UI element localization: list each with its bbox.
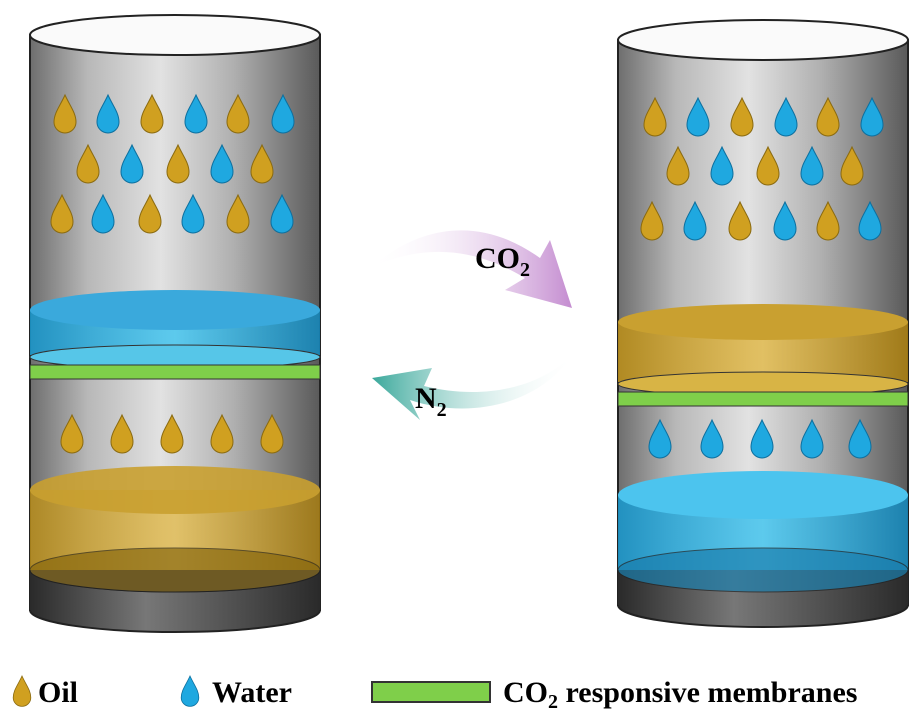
oil-drop: [140, 93, 164, 134]
membrane-icon: [371, 681, 491, 703]
legend: Oil Water CO2 responsive membranes: [12, 675, 857, 713]
oil-drop: [728, 200, 752, 241]
legend-label: Oil: [38, 676, 78, 709]
legend-label-sub: 2: [548, 691, 558, 711]
droplets: [50, 93, 884, 459]
oil-drop: [50, 193, 74, 234]
water-drop: [774, 96, 798, 137]
oil-drop: [12, 675, 32, 707]
water-drop: [184, 93, 208, 134]
oil-drop: [816, 96, 840, 137]
oil-drop: [166, 143, 190, 184]
arrow-n2: N2: [372, 352, 575, 421]
oil-drop: [260, 413, 284, 454]
oil-drop: [816, 200, 840, 241]
water-drop: [91, 193, 115, 234]
oil-drop: [643, 96, 667, 137]
water-drop: [710, 145, 734, 186]
oil-drop: [110, 413, 134, 454]
arrow-co2: CO2: [370, 230, 572, 308]
water-drop: [271, 93, 295, 134]
oil-drop: [160, 413, 184, 454]
oil-drop: [730, 96, 754, 137]
water-drop: [800, 418, 824, 459]
oil-drop: [640, 200, 664, 241]
water-drop: [96, 93, 120, 134]
oil-drop: [840, 145, 864, 186]
oil-drop: [666, 145, 690, 186]
svg-text:CO2 responsive membranes: CO2 responsive membranes: [503, 676, 857, 711]
oil-drop: [226, 93, 250, 134]
arrow-label-sub: 2: [437, 399, 447, 421]
legend-label: responsive membranes: [558, 676, 857, 709]
oil-drop: [53, 93, 77, 134]
water-drop: [686, 96, 710, 137]
water-drop: [683, 200, 707, 241]
legend-label: Water: [212, 676, 292, 709]
arrow-label: CO: [475, 242, 520, 275]
left-column: [29, 14, 321, 633]
water-drop: [773, 200, 797, 241]
water-drop: [180, 675, 200, 707]
oil-drop: [60, 413, 84, 454]
legend-icons: [12, 675, 200, 707]
water-drop: [800, 145, 824, 186]
oil-drop: [226, 193, 250, 234]
water-drop: [858, 200, 882, 241]
oil-drop: [210, 413, 234, 454]
water-drop: [750, 418, 774, 459]
water-drop: [848, 418, 872, 459]
svg-text:N2: N2: [415, 382, 447, 421]
water-drop: [210, 143, 234, 184]
water-drop: [700, 418, 724, 459]
water-drop: [860, 96, 884, 137]
oil-drop: [250, 143, 274, 184]
oil-drop: [76, 143, 100, 184]
oil-drop: [756, 145, 780, 186]
svg-text:CO2: CO2: [475, 242, 530, 281]
water-drop: [181, 193, 205, 234]
water-drop: [648, 418, 672, 459]
arrow-label: N: [415, 382, 437, 415]
right-column: [617, 19, 909, 628]
water-drop: [120, 143, 144, 184]
water-drop: [270, 193, 294, 234]
legend-label: CO: [503, 676, 548, 709]
oil-drop: [138, 193, 162, 234]
arrow-label-sub: 2: [520, 259, 530, 281]
